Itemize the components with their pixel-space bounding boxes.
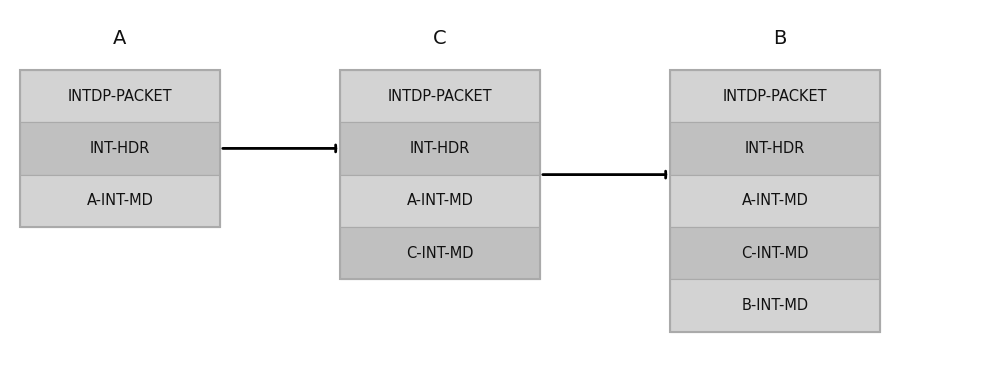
Bar (20, 70, 220, 227)
Bar (670, 279, 880, 332)
Bar (340, 227, 540, 279)
Bar (340, 70, 540, 279)
Text: INT-HDR: INT-HDR (745, 141, 805, 156)
Text: INTDP-PACKET: INTDP-PACKET (723, 88, 827, 104)
Text: B-INT-MD: B-INT-MD (741, 298, 809, 313)
Text: C-INT-MD: C-INT-MD (406, 246, 474, 261)
Bar (670, 227, 880, 279)
Bar (670, 70, 880, 122)
Text: INTDP-PACKET: INTDP-PACKET (68, 88, 172, 104)
Bar (670, 70, 880, 332)
Bar (340, 70, 540, 122)
Text: A: A (113, 29, 127, 48)
Bar (340, 122, 540, 175)
Text: INT-HDR: INT-HDR (90, 141, 150, 156)
Text: INT-HDR: INT-HDR (410, 141, 470, 156)
Bar (670, 175, 880, 227)
Text: A-INT-MD: A-INT-MD (742, 193, 808, 208)
Text: B: B (773, 29, 787, 48)
Text: C-INT-MD: C-INT-MD (741, 246, 809, 261)
Text: A-INT-MD: A-INT-MD (87, 193, 153, 208)
Bar (20, 122, 220, 175)
Text: C: C (433, 29, 447, 48)
Bar (20, 70, 220, 122)
Bar (20, 175, 220, 227)
Bar (670, 122, 880, 175)
Text: INTDP-PACKET: INTDP-PACKET (388, 88, 492, 104)
Text: A-INT-MD: A-INT-MD (407, 193, 473, 208)
Bar (340, 175, 540, 227)
